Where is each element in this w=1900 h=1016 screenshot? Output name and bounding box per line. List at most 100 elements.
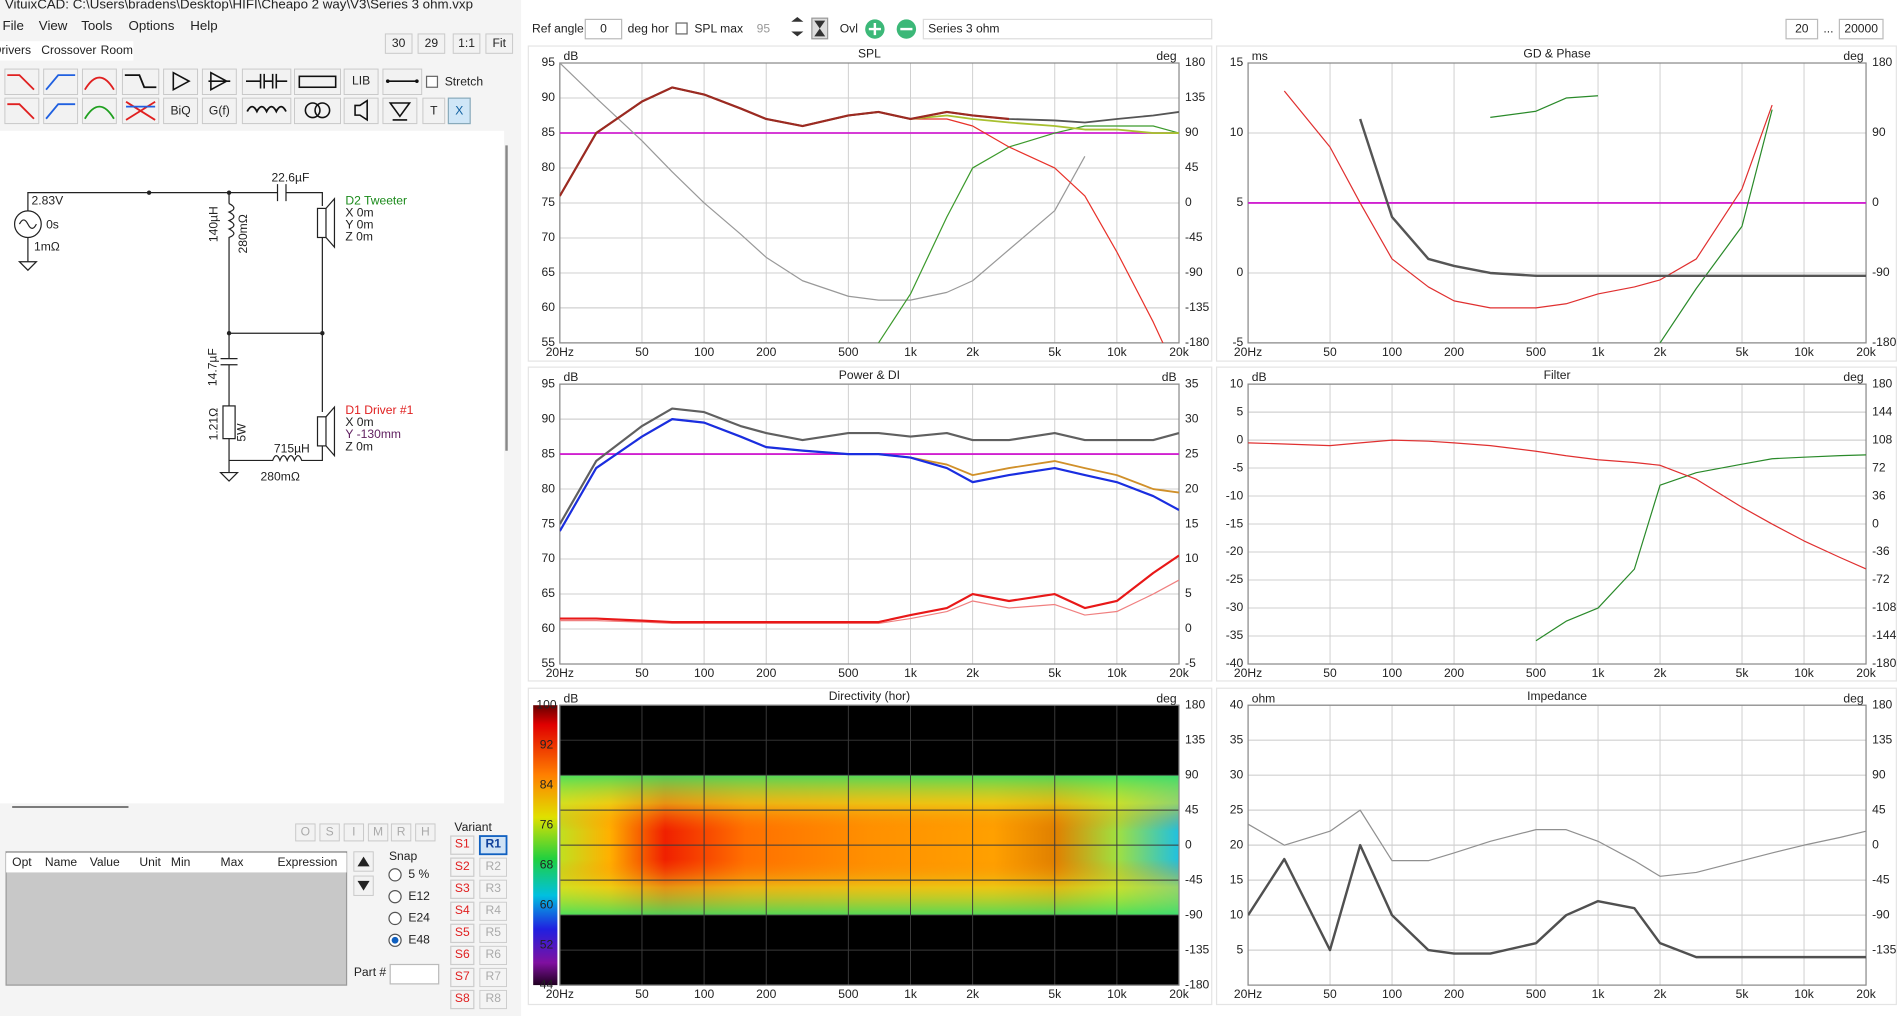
x-tick-label: 2k <box>966 987 980 1001</box>
chart-panel: 20Hz 50 100 200 500 1k 2k 5k 10k 20k 100 92 84 76 68 60… <box>527 687 1213 1006</box>
zoom-button[interactable] <box>485 33 514 54</box>
y2-tick-label: -45 <box>1185 872 1203 886</box>
y2-tick-label: -180 <box>1872 335 1897 349</box>
variant-button[interactable] <box>450 879 475 899</box>
variant-label: R6 <box>485 947 501 961</box>
zoom-button[interactable] <box>452 33 481 54</box>
y-tick-label: 75 <box>542 195 556 209</box>
axis-unit: dB <box>1162 370 1177 384</box>
variant-button[interactable] <box>479 945 508 965</box>
variant-button[interactable] <box>450 923 475 944</box>
option-button[interactable] <box>390 823 412 842</box>
y-tick-label: 76 <box>540 817 554 831</box>
y-tick-label: 80 <box>542 160 556 174</box>
y-tick-label: 70 <box>542 230 556 244</box>
component-label: 280mΩ <box>261 470 300 484</box>
variant-button[interactable] <box>450 945 475 966</box>
menu-item[interactable]: Tools <box>81 18 112 33</box>
axis-unit: dB <box>563 370 578 384</box>
plot-border <box>559 704 1180 986</box>
driver-label: Y 0m <box>345 218 373 232</box>
y-tick-label: 100 <box>536 697 556 711</box>
option-button[interactable] <box>367 823 389 842</box>
overlay-name[interactable]: Series 3 ohm <box>928 21 999 35</box>
radio-label: E12 <box>408 889 430 903</box>
x-tick-label: 10k <box>1107 987 1127 1001</box>
x-tick-label: 200 <box>756 345 776 359</box>
option-button-label: O <box>301 825 310 839</box>
series-line <box>1248 439 1867 570</box>
y2-tick-label: 108 <box>1872 432 1892 446</box>
y-tick-label: -15 <box>1226 516 1244 530</box>
field-value: 95 <box>757 21 771 35</box>
variant-button[interactable] <box>479 879 508 899</box>
menu-item[interactable]: Options <box>128 18 174 33</box>
option-button-label: H <box>421 825 430 839</box>
y2-tick-label: 144 <box>1872 404 1892 418</box>
tab[interactable]: Crossover <box>41 43 96 57</box>
variant-label: R1 <box>485 837 501 851</box>
y-tick-label: 52 <box>540 937 554 951</box>
y2-tick-label: 180 <box>1872 55 1892 69</box>
variant-button[interactable] <box>479 901 508 921</box>
variant-button[interactable] <box>450 857 475 877</box>
option-button[interactable] <box>295 823 316 842</box>
x-tick-label: 10k <box>1107 345 1127 359</box>
series-line <box>559 407 1180 525</box>
radio[interactable] <box>388 889 402 904</box>
variant-button[interactable] <box>450 835 475 855</box>
x-tick-label: 5k <box>1048 345 1062 359</box>
radio[interactable] <box>388 911 402 926</box>
y-tick-label: 40 <box>1230 697 1244 711</box>
plot-toolbar-widgets <box>584 16 1884 40</box>
radio[interactable] <box>388 868 402 882</box>
variant-label: R2 <box>485 859 501 873</box>
variant-button[interactable] <box>479 989 508 1010</box>
field-label: ... <box>1823 21 1833 35</box>
field-value[interactable]: 20000 <box>1844 21 1878 35</box>
variant-label: R5 <box>485 925 501 939</box>
y-tick-label: -40 <box>1226 656 1244 670</box>
variant-button[interactable] <box>479 967 508 988</box>
x-tick-label: 5k <box>1736 666 1750 680</box>
variant-label: S1 <box>455 837 470 851</box>
option-button[interactable] <box>319 823 340 842</box>
variant-button[interactable] <box>450 967 475 988</box>
x-tick-label: 10k <box>1107 666 1127 680</box>
option-button[interactable] <box>343 823 365 842</box>
option-button[interactable] <box>415 823 436 842</box>
variant-button[interactable] <box>478 835 508 856</box>
menu-item[interactable]: View <box>39 18 68 33</box>
x-tick-label: 20Hz <box>1234 987 1262 1001</box>
up-arrow <box>357 856 370 867</box>
tab[interactable]: Drivers <box>0 43 31 57</box>
component-label: 0s <box>46 218 59 232</box>
zoom-button[interactable] <box>384 33 413 54</box>
y-tick-label: 70 <box>542 551 556 565</box>
y2-tick-label: -45 <box>1185 230 1203 244</box>
zoom-button[interactable] <box>417 33 446 54</box>
menu-item[interactable]: Help <box>190 18 217 33</box>
variant-label: R8 <box>485 991 501 1005</box>
x-tick-label: 20k <box>1169 987 1189 1001</box>
tab[interactable]: Room <box>101 43 133 57</box>
y2-tick-label: -90 <box>1185 265 1203 279</box>
field-value[interactable]: 20 <box>1795 21 1809 35</box>
field-value[interactable]: 0 <box>600 21 607 35</box>
y-tick-label: 90 <box>542 411 556 425</box>
column-header: Unit <box>139 855 161 869</box>
part-number-box[interactable] <box>389 963 440 985</box>
y2-tick-label: 135 <box>1185 732 1205 746</box>
menu-item[interactable]: File <box>2 18 23 33</box>
zoom-button-label: 1:1 <box>458 36 475 50</box>
variant-button[interactable] <box>479 857 508 877</box>
y2-tick-label: 0 <box>1872 837 1879 851</box>
variant-button[interactable] <box>450 901 475 922</box>
y2-tick-label: 90 <box>1185 125 1199 139</box>
group-label: Variant <box>454 820 492 834</box>
x-tick-label: 100 <box>694 987 714 1001</box>
driver-label: X 0m <box>345 205 373 219</box>
x-tick-label: 50 <box>635 345 649 359</box>
variant-button[interactable] <box>450 989 475 1010</box>
variant-button[interactable] <box>479 923 508 943</box>
